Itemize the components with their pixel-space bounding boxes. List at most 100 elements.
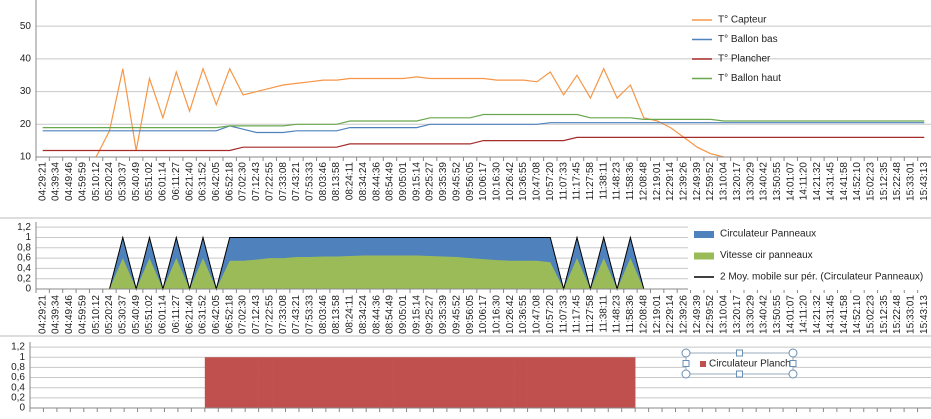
- x-tick-label: 14:01:07: [785, 295, 796, 334]
- x-tick-label: 04:59:59: [77, 162, 88, 201]
- y-tick-label: 1: [19, 352, 25, 363]
- bar: [527, 357, 542, 408]
- bar: [352, 357, 367, 408]
- legend-swatch: [700, 361, 706, 367]
- x-tick-label: 11:58:36: [625, 295, 636, 334]
- bar: [298, 357, 313, 408]
- series-line: [42, 136, 925, 152]
- x-tick-label: 12:29:14: [665, 162, 676, 201]
- x-tick-label: 14:31:45: [825, 162, 836, 201]
- x-tick-label: 13:10:04: [719, 295, 730, 334]
- selection-handle: [681, 369, 691, 379]
- x-tick-label: 13:20:17: [732, 295, 743, 334]
- y-tick-label: 20: [20, 119, 32, 130]
- legend-label: T° Plancher: [718, 54, 771, 65]
- series-line: [42, 122, 925, 134]
- x-tick-label: 15:12:35: [879, 162, 890, 201]
- x-tick-label: 13:30:29: [745, 295, 756, 334]
- legend-label: 2 Moy. mobile sur pér. (Circulateur Pann…: [720, 272, 923, 283]
- x-tick-label: 07:53:33: [304, 295, 315, 334]
- x-tick-label: 12:39:26: [679, 295, 690, 334]
- x-tick-label: 08:13:58: [331, 295, 342, 334]
- x-tick-label: 15:22:48: [892, 295, 903, 334]
- x-tick-label: 14:52:10: [852, 162, 863, 201]
- x-tick-label: 13:40:42: [759, 162, 770, 201]
- selection-handle: [681, 348, 691, 358]
- bar: [487, 357, 501, 408]
- bar: [621, 357, 636, 408]
- bar: [339, 357, 354, 408]
- bar: [218, 357, 233, 408]
- x-tick-label: 09:56:05: [465, 162, 476, 201]
- x-tick-label: 05:51:02: [144, 295, 155, 334]
- x-tick-label: 10:36:55: [518, 162, 529, 201]
- x-tick-label: 06:31:52: [198, 162, 209, 201]
- x-tick-label: 12:08:48: [638, 162, 649, 201]
- x-tick-label: 05:40:49: [131, 295, 142, 334]
- x-tick-label: 14:01:07: [785, 162, 796, 201]
- x-tick-label: 12:59:52: [705, 162, 716, 201]
- x-tick-label: 05:51:02: [144, 162, 155, 201]
- x-tick-label: 07:22:55: [264, 162, 275, 201]
- x-tick-label: 07:12:43: [251, 295, 262, 334]
- x-tick-label: 08:34:24: [358, 162, 369, 201]
- x-tick-label: 11:48:23: [612, 162, 623, 201]
- bar: [514, 357, 528, 408]
- selection-handle: [789, 360, 797, 367]
- legend-label: T° Ballon haut: [718, 73, 781, 84]
- x-tick-label: 04:49:46: [64, 295, 75, 334]
- x-tick-label: 14:11:20: [799, 295, 810, 334]
- x-tick-label: 12:49:39: [692, 162, 703, 201]
- x-tick-label: 15:12:35: [879, 295, 890, 334]
- x-tick-label: 14:41:58: [839, 295, 850, 334]
- x-tick-label: 05:10:12: [91, 295, 102, 334]
- x-tick-label: 07:33:08: [278, 295, 289, 334]
- bar: [446, 357, 461, 408]
- x-tick-label: 04:49:46: [64, 162, 75, 201]
- x-tick-label: 12:29:14: [665, 295, 676, 334]
- bar: [272, 357, 286, 408]
- x-tick-label: 11:38:11: [598, 162, 609, 200]
- bar: [433, 357, 448, 408]
- y-tick-label: 0,8: [11, 362, 25, 373]
- x-tick-label: 07:02:30: [238, 162, 249, 201]
- x-tick-label: 08:03:46: [318, 162, 329, 201]
- series-area: [42, 255, 925, 289]
- legend: Circulateur Planche: [681, 348, 798, 379]
- x-tick-label: 10:26:42: [505, 295, 516, 334]
- x-tick-label: 06:11:27: [171, 162, 182, 201]
- x-tick-label: 12:39:26: [679, 162, 690, 201]
- x-tick-label: 09:45:52: [451, 295, 462, 334]
- x-tick-label: 09:25:27: [425, 295, 436, 334]
- x-tick-label: 11:58:36: [625, 162, 636, 201]
- bar: [460, 357, 475, 408]
- x-tick-label: 04:29:21: [37, 295, 48, 334]
- x-tick-label: 07:53:33: [304, 162, 315, 201]
- legend: T° Capteur T° Ballon bas T° Plancher T° Bal…: [692, 15, 781, 84]
- chart: 00,20,40,60,811,2 Circulateur Planche: [11, 342, 931, 414]
- x-tick-label: 10:06:17: [478, 162, 489, 201]
- y-tick-label: 1: [25, 232, 31, 243]
- bar: [231, 357, 246, 408]
- bar: [379, 357, 394, 408]
- x-tick-label: 09:25:27: [425, 162, 436, 201]
- x-tick-label: 13:40:42: [759, 295, 770, 334]
- x-tick-label: 08:03:46: [318, 295, 329, 334]
- bar: [312, 357, 327, 408]
- x-tick-label: 06:21:40: [184, 162, 195, 201]
- bar: [393, 357, 407, 408]
- bar: [406, 357, 421, 408]
- x-tick-label: 04:29:21: [37, 162, 48, 201]
- x-tick-label: 06:52:18: [224, 295, 235, 334]
- x-tick-label: 07:43:21: [291, 295, 302, 334]
- x-tick-label: 06:42:05: [211, 162, 222, 201]
- x-tick-label: 15:22:48: [892, 162, 903, 201]
- x-tick-label: 12:49:39: [692, 295, 703, 334]
- y-tick-label: 40: [20, 54, 32, 65]
- selection-handle: [682, 360, 690, 367]
- x-tick-label: 13:20:17: [732, 162, 743, 201]
- x-tick-label: 06:42:05: [211, 295, 222, 334]
- y-tick-label: 10: [20, 152, 32, 163]
- x-tick-label: 14:21:32: [812, 162, 823, 201]
